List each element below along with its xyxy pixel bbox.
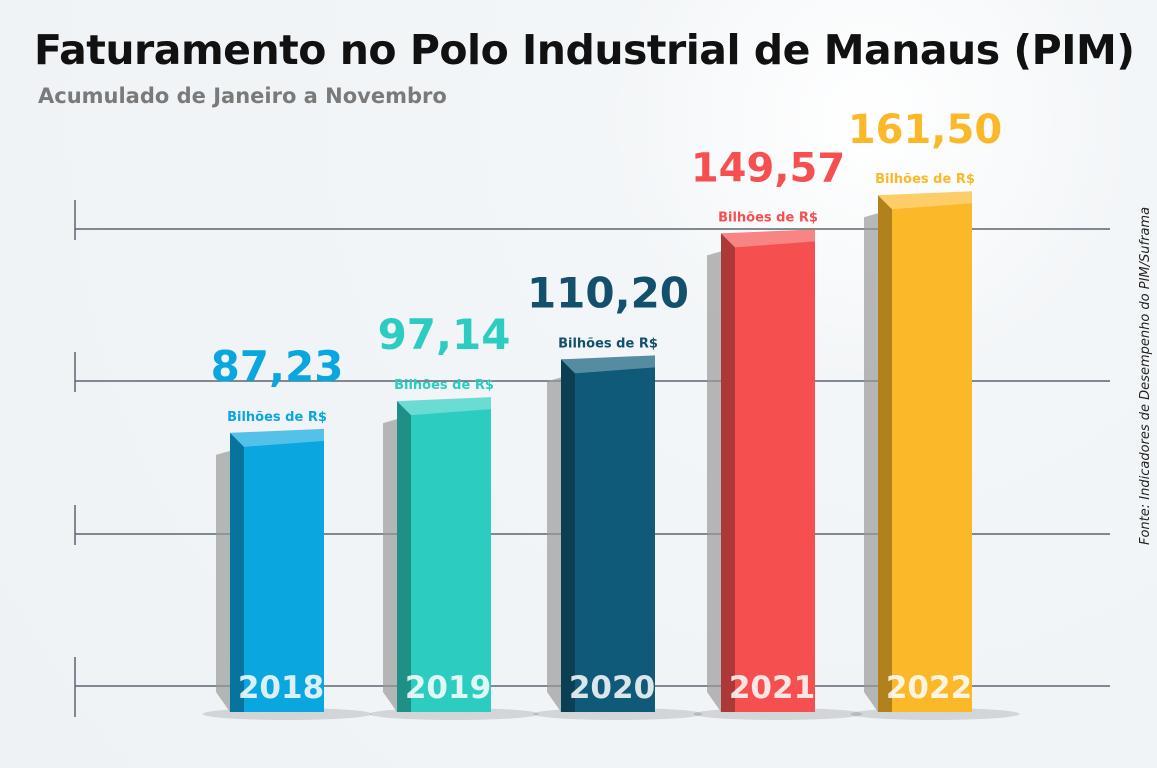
bar-group: 2018 87,23 Bilhões de R$ <box>202 342 372 720</box>
bar-year-label: 2018 <box>238 670 324 706</box>
bar-side <box>397 401 411 712</box>
bar-top <box>397 397 491 416</box>
data-label: 87,23 <box>211 342 344 391</box>
bar-group: 2021 149,57 Bilhões de R$ <box>691 145 863 720</box>
bar <box>561 359 655 712</box>
bar-group: 2022 161,50 Bilhões de R$ <box>848 107 1020 720</box>
bar-shadow <box>864 213 878 712</box>
bar-year-label: 2021 <box>729 670 815 706</box>
data-label: 161,50 <box>848 107 1002 153</box>
chart-subtitle: Acumulado de Janeiro a Novembro <box>38 84 447 108</box>
bar-year-label: 2022 <box>886 670 972 706</box>
bar-shadow <box>547 377 561 712</box>
bar-shadow <box>216 450 230 712</box>
bar <box>878 195 972 712</box>
bar-side <box>561 359 575 712</box>
data-label: 97,14 <box>378 310 511 359</box>
bar-group: 2020 110,20 Bilhões de R$ <box>527 268 703 720</box>
data-label: 149,57 <box>691 145 845 191</box>
unit-label: Bilhões de R$ <box>227 410 327 425</box>
bar-year-label: 2020 <box>569 670 655 706</box>
bar-side <box>878 195 892 712</box>
bar-top <box>878 191 972 210</box>
data-label: 110,20 <box>527 268 689 317</box>
bar-side <box>230 432 244 712</box>
bar-year-label: 2019 <box>405 670 491 706</box>
unit-label: Bilhões de R$ <box>718 210 818 225</box>
bar-top <box>230 428 324 447</box>
bar-top <box>721 229 815 248</box>
bar <box>230 432 324 712</box>
bar-side <box>721 233 735 712</box>
chart-title: Faturamento no Polo Industrial de Manaus… <box>34 26 1135 74</box>
unit-label: Bilhões de R$ <box>875 172 975 187</box>
bar-shadow <box>383 419 397 712</box>
bar-shadow <box>707 251 721 712</box>
unit-label: Bilhões de R$ <box>558 336 658 351</box>
source-note: Fonte: Indicadores de Desempenho do PIM/… <box>1138 206 1153 545</box>
bar <box>721 233 815 712</box>
bar-top <box>561 355 655 374</box>
bar <box>397 401 491 712</box>
bar-group: 2019 97,14 Bilhões de R$ <box>369 310 539 720</box>
unit-label: Bilhões de R$ <box>394 378 494 393</box>
